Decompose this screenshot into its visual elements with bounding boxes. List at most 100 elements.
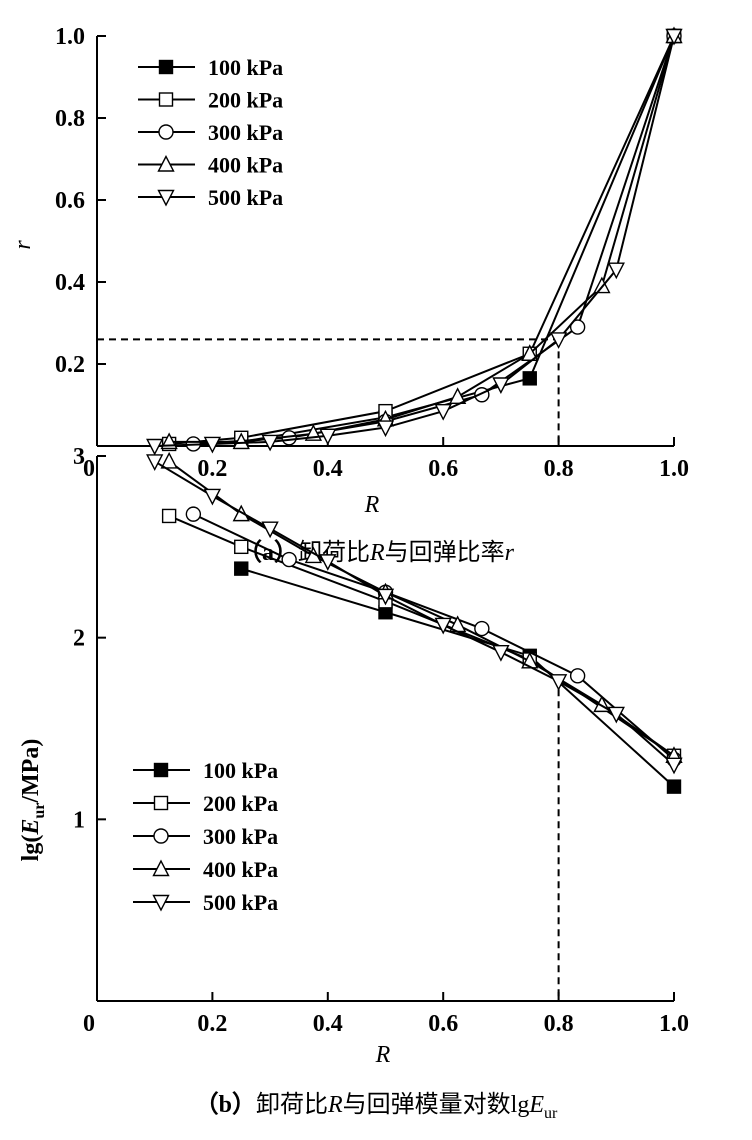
data-point (569, 319, 586, 335)
y-tick-label: 0.8 (55, 106, 85, 132)
legend-label: 400 kPa (208, 153, 283, 178)
legend-item: 500 kPa (133, 890, 278, 915)
series-line (154, 35, 675, 447)
legend-marker (153, 762, 169, 778)
data-point (319, 428, 337, 446)
x-tick-label: 0.8 (544, 456, 574, 482)
series-line (240, 567, 675, 788)
series-line (241, 35, 675, 443)
data-point (434, 617, 452, 635)
x-tick-label: 0.2 (197, 456, 227, 482)
legend-item: 500 kPa (138, 185, 283, 210)
series-500-kpa (146, 454, 683, 775)
chart-a: 0 0.2 0.4 0.6 0.8 1.0 0.2 0.4 0.6 0.8 1.0 100 kPa 20… (55, 24, 689, 482)
data-point (261, 521, 279, 539)
legend-label: 400 kPa (203, 857, 278, 882)
legend-label: 100 kPa (203, 758, 278, 783)
x-tick-label: 0 (83, 456, 95, 482)
legend-label: 500 kPa (208, 185, 283, 210)
y-tick-label: 0.6 (55, 188, 85, 214)
series-400-kpa (160, 451, 683, 763)
data-point (185, 506, 202, 522)
data-point (549, 332, 568, 349)
data-point (146, 438, 164, 456)
series-100-kpa (234, 28, 682, 450)
y-tick-label: 0.2 (55, 352, 85, 378)
data-point (593, 276, 611, 294)
x-tick-label: 0.4 (313, 456, 343, 482)
data-point (492, 377, 510, 395)
legend-item: 100 kPa (133, 758, 278, 783)
legend-marker (153, 828, 169, 844)
legend-label: 200 kPa (203, 791, 278, 816)
x-tick-label: 0.2 (197, 1011, 227, 1037)
data-point (261, 434, 279, 452)
x-tick-label: 0.6 (428, 1011, 458, 1037)
data-point (319, 554, 337, 571)
data-point (232, 432, 250, 450)
legend-marker (153, 795, 169, 811)
series-100-kpa (234, 561, 682, 794)
data-point (521, 344, 539, 361)
data-point (203, 436, 222, 454)
data-point (376, 588, 395, 606)
x-tick-label: 0 (83, 1011, 95, 1037)
data-point (376, 420, 395, 438)
y-tick-label: 1 (73, 807, 85, 833)
data-point (203, 488, 222, 506)
legend-marker (158, 124, 174, 140)
data-point (522, 371, 537, 386)
chart-b-caption: （b）卸荷比R与回弹模量对数lgEur (195, 1091, 558, 1122)
data-point (448, 387, 467, 404)
series-line (169, 35, 675, 443)
legend-marker (157, 154, 175, 172)
legend-label: 500 kPa (203, 890, 278, 915)
series-300-kpa (185, 506, 682, 768)
data-point (234, 561, 249, 576)
series-500-kpa (146, 28, 683, 456)
legend-item: 400 kPa (138, 153, 283, 178)
data-point (666, 779, 682, 794)
legend-marker (158, 92, 174, 107)
data-point (161, 508, 177, 524)
data-point (665, 757, 683, 775)
legend-label: 200 kPa (208, 88, 283, 113)
series-line (192, 513, 675, 761)
data-point (474, 620, 490, 637)
data-point (160, 451, 178, 469)
legend-item: 300 kPa (138, 120, 283, 145)
series-line (154, 460, 675, 766)
legend-label: 300 kPa (208, 120, 283, 145)
data-point (281, 551, 297, 568)
chart-a-xlabel: R (364, 492, 380, 518)
y-tick-label: 0.4 (55, 270, 85, 296)
x-tick-label: 1.0 (659, 456, 689, 482)
legend-marker (152, 859, 170, 877)
data-point (665, 28, 683, 46)
data-point (434, 403, 452, 421)
data-point (607, 262, 625, 280)
legend-item: 400 kPa (133, 857, 278, 882)
y-tick-label: 2 (73, 626, 85, 652)
chart-a-ylabel: r (10, 240, 36, 250)
data-point (234, 539, 249, 555)
data-point (607, 706, 625, 724)
legend-item: 200 kPa (133, 791, 278, 816)
chart-b-xlabel: R (375, 1042, 391, 1068)
data-point (146, 454, 164, 471)
x-tick-label: 0.6 (428, 456, 458, 482)
chart-b-ylabel: lg(Eur/MPa) (18, 739, 48, 862)
data-point (569, 668, 586, 684)
legend-marker (158, 59, 174, 75)
series-line (168, 460, 675, 757)
data-point (492, 645, 510, 662)
x-tick-label: 0.4 (313, 1011, 343, 1037)
x-tick-label: 0.8 (544, 1011, 574, 1037)
legend-label: 100 kPa (208, 55, 283, 80)
legend-item: 200 kPa (138, 88, 283, 113)
legend-marker (152, 894, 170, 912)
y-tick-label: 1.0 (55, 24, 85, 50)
legend-label: 300 kPa (203, 824, 278, 849)
legend-item: 300 kPa (133, 824, 278, 849)
y-tick-label: 3 (73, 444, 85, 470)
